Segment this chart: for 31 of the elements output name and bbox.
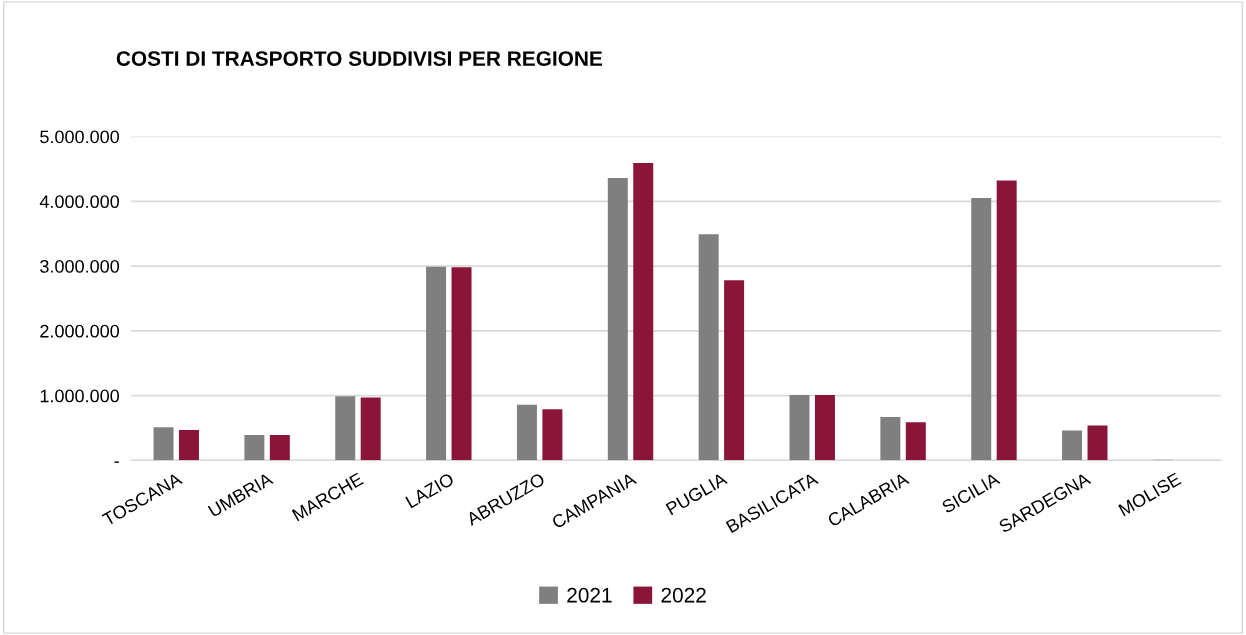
bar: [607, 177, 628, 461]
legend-label: 2022: [661, 587, 706, 603]
bar: [1087, 425, 1108, 461]
y-tick-label: 5.000.000: [40, 130, 120, 144]
bar: [360, 397, 381, 461]
bar: [335, 396, 356, 461]
bar: [905, 422, 926, 461]
bar: [426, 266, 447, 461]
y-tick-label: 2.000.000: [40, 324, 120, 338]
y-tick-label: -: [114, 461, 119, 463]
bar: [516, 404, 537, 461]
bar: [724, 280, 745, 461]
chart-title: COSTI DI TRASPORTO SUDDIVISI PER REGIONE: [116, 51, 603, 66]
y-tick-label: 4.000.000: [39, 195, 120, 209]
bar: [178, 429, 199, 461]
bar: [542, 409, 563, 461]
bar: [451, 267, 472, 461]
bar: [244, 435, 265, 461]
bar: [153, 427, 174, 461]
bar: [880, 416, 901, 461]
bar: [633, 163, 654, 461]
bar: [698, 234, 719, 461]
bar: [1062, 430, 1083, 461]
y-tick-label: 1.000.000: [40, 389, 120, 403]
bar: [269, 435, 290, 461]
bar: [996, 180, 1017, 461]
bar: [814, 394, 835, 461]
bar: [789, 394, 810, 461]
y-tick-label: 3.000.000: [40, 260, 120, 273]
legend-label: 2021: [567, 587, 612, 603]
bar: [971, 198, 992, 461]
